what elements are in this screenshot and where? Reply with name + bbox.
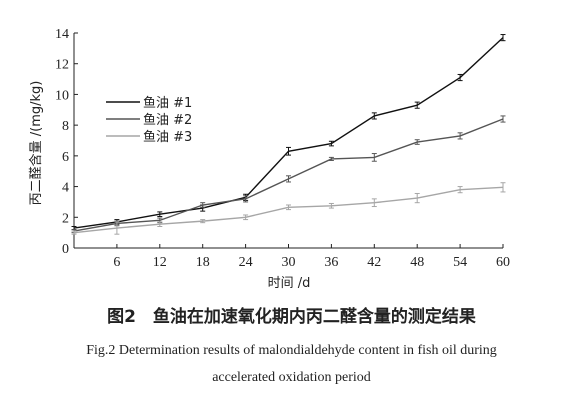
x-tick-label: 24 [239, 255, 253, 270]
y-tick-label: 2 [62, 211, 69, 226]
error-bar [371, 153, 377, 162]
series-3 [71, 182, 506, 235]
figure-caption-chinese: 图2 鱼油在加速氧化期内丙二醛含量的测定结果 [107, 307, 476, 327]
y-tick-label: 12 [55, 58, 69, 73]
error-bar [500, 34, 506, 42]
error-bar [371, 112, 377, 120]
error-bar [328, 156, 334, 161]
x-tick-label: 48 [410, 255, 424, 270]
legend-item-3: 鱼油 #3 [106, 129, 192, 145]
error-bar [200, 202, 206, 208]
error-bar [243, 195, 249, 203]
x-tick-label: 30 [282, 255, 296, 270]
legend-item-1: 鱼油 #1 [106, 95, 192, 111]
error-bar [414, 139, 420, 145]
x-tick-label: 6 [113, 255, 120, 270]
error-bar [243, 214, 249, 221]
x-tick-label: 54 [453, 255, 467, 270]
error-bar [457, 186, 463, 194]
y-tick-label: 14 [55, 27, 69, 42]
error-bar [414, 192, 420, 204]
error-bar [371, 198, 377, 208]
y-axis-label: 丙二醛含量 /(mg/kg) [28, 81, 44, 206]
legend-item-2: 鱼油 #2 [106, 112, 192, 128]
legend-label: 鱼油 #2 [143, 112, 192, 128]
error-bar [328, 140, 334, 147]
y-tick-label: 6 [62, 150, 69, 165]
error-bar [500, 115, 506, 123]
series-layer [71, 34, 506, 235]
figure-caption-english-line1: Fig.2 Determination results of malondial… [86, 343, 497, 358]
error-bar [114, 221, 120, 235]
error-bar [286, 146, 291, 156]
error-bar [414, 101, 420, 109]
error-bar [500, 182, 506, 193]
legend-label: 鱼油 #1 [143, 95, 192, 111]
series-line [73, 37, 504, 229]
figure-caption-english-line2: accelerated oxidation period [212, 370, 371, 385]
x-tick-label: 60 [496, 255, 510, 270]
x-tick-label: 42 [367, 255, 381, 270]
error-bar [157, 211, 163, 218]
x-axis-label: 时间 /d [268, 276, 311, 291]
x-tick-label: 12 [153, 255, 167, 270]
legend-label: 鱼油 #3 [143, 129, 192, 145]
series-1 [71, 34, 506, 231]
error-bar [71, 230, 77, 235]
error-bar [157, 221, 163, 227]
x-tick-label: 36 [324, 255, 338, 270]
y-tick-label: 4 [62, 181, 69, 196]
error-bar [286, 175, 291, 183]
error-bar [457, 73, 463, 82]
error-bar [457, 132, 463, 140]
y-tick-label: 10 [55, 88, 69, 103]
error-bar [286, 204, 291, 211]
x-tick-label: 18 [196, 255, 210, 270]
legend: 鱼油 #1鱼油 #2鱼油 #3 [106, 95, 192, 145]
series-2 [71, 115, 506, 234]
error-bar [200, 219, 206, 224]
y-tick-label: 0 [62, 242, 69, 257]
y-tick-label: 8 [62, 119, 69, 134]
error-bar [328, 202, 334, 209]
